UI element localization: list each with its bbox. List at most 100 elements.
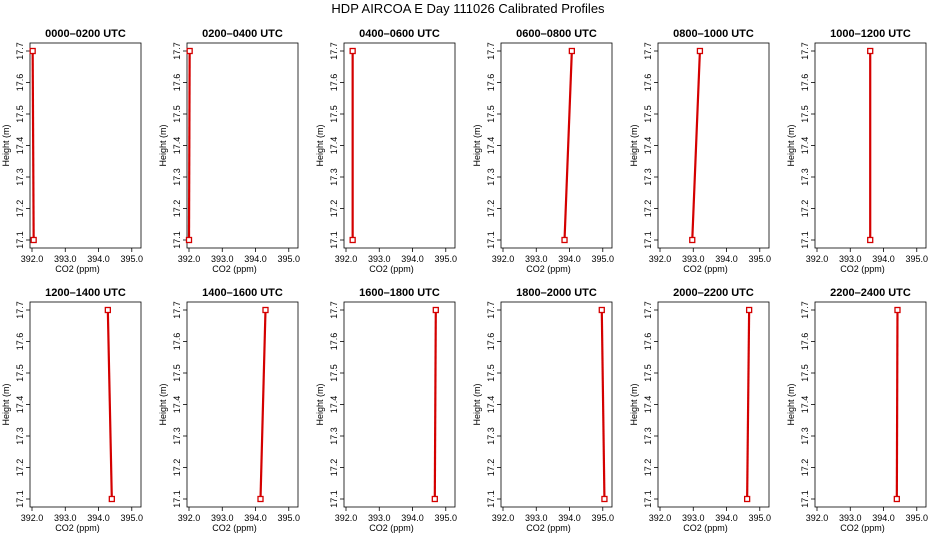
profile-line xyxy=(259,309,267,500)
x-tick-label: 392.0 xyxy=(649,254,672,264)
y-tick-label: 17.5 xyxy=(643,105,653,123)
x-tick-label: 393.0 xyxy=(525,513,548,523)
x-tick-label: 395.0 xyxy=(435,513,458,523)
y-tick-label: 17.6 xyxy=(329,74,339,92)
plot-frame xyxy=(29,301,142,508)
y-tick-label: 17.7 xyxy=(172,301,182,319)
x-tick-label: 392.0 xyxy=(335,254,358,264)
x-tick-label: 392.0 xyxy=(21,254,44,264)
x-tick-label: 393.0 xyxy=(682,513,705,523)
x-tick-label: 395.0 xyxy=(592,513,615,523)
y-tick-label: 17.1 xyxy=(329,490,339,508)
y-tick-label: 17.1 xyxy=(172,231,182,249)
panel-title: 0600–0800 UTC xyxy=(516,28,597,40)
x-tick-label: 395.0 xyxy=(121,254,144,264)
y-tick-label: 17.5 xyxy=(15,105,25,123)
y-tick-label: 17.5 xyxy=(800,105,810,123)
y-tick-label: 17.3 xyxy=(486,168,496,186)
y-tick-label: 17.2 xyxy=(643,200,653,218)
y-axis-label: Height (m) xyxy=(629,124,639,166)
plot-frame xyxy=(186,42,299,249)
x-tick-label: 393.0 xyxy=(54,254,77,264)
x-tick-label: 393.0 xyxy=(54,513,77,523)
data-point xyxy=(349,47,356,55)
x-tick-label: 395.0 xyxy=(435,254,458,264)
x-axis-label: CO2 (ppm) xyxy=(369,264,414,274)
plot-frame xyxy=(814,301,927,508)
profile-line xyxy=(106,309,113,500)
y-tick-label: 17.1 xyxy=(643,231,653,249)
x-tick-label: 394.0 xyxy=(715,254,738,264)
y-tick-label: 17.6 xyxy=(172,74,182,92)
panel-title: 1800–2000 UTC xyxy=(516,287,597,299)
data-point xyxy=(29,47,36,55)
panel-title: 1000–1200 UTC xyxy=(830,28,911,40)
x-tick-label: 394.0 xyxy=(401,513,424,523)
y-tick-label: 17.5 xyxy=(643,364,653,382)
panel-title: 2000–2200 UTC xyxy=(673,287,754,299)
data-point xyxy=(186,47,193,55)
y-tick-label: 17.7 xyxy=(486,301,496,319)
x-tick-label: 394.0 xyxy=(244,513,267,523)
y-tick-label: 17.5 xyxy=(800,364,810,382)
profile-line xyxy=(31,50,35,241)
x-tick-label: 392.0 xyxy=(649,513,672,523)
profile-line xyxy=(563,50,573,241)
y-tick-label: 17.4 xyxy=(172,137,182,155)
y-tick-label: 17.7 xyxy=(800,301,810,319)
y-tick-label: 17.4 xyxy=(329,396,339,414)
x-axis-label: CO2 (ppm) xyxy=(212,264,257,274)
y-tick-label: 17.2 xyxy=(800,200,810,218)
y-tick-label: 17.6 xyxy=(15,333,25,351)
x-tick-label: 395.0 xyxy=(749,254,772,264)
x-tick-label: 393.0 xyxy=(839,254,862,264)
x-tick-label: 395.0 xyxy=(906,254,929,264)
y-axis-label: Height (m) xyxy=(315,383,325,425)
x-tick-label: 393.0 xyxy=(682,254,705,264)
y-axis-label: Height (m) xyxy=(786,383,796,425)
y-tick-label: 17.3 xyxy=(643,168,653,186)
plot-frame xyxy=(29,42,142,249)
data-point xyxy=(432,306,439,314)
y-tick-label: 17.3 xyxy=(172,427,182,445)
x-tick-label: 395.0 xyxy=(592,254,615,264)
data-point xyxy=(108,495,115,503)
x-axis-label: CO2 (ppm) xyxy=(369,523,414,533)
data-point xyxy=(568,47,575,55)
y-tick-label: 17.1 xyxy=(486,490,496,508)
data-point xyxy=(349,236,356,244)
data-point xyxy=(185,236,193,244)
x-tick-label: 393.0 xyxy=(368,513,391,523)
plot-frame xyxy=(343,301,456,508)
y-tick-label: 17.6 xyxy=(329,333,339,351)
y-tick-label: 17.3 xyxy=(15,168,25,186)
y-tick-label: 17.2 xyxy=(15,459,25,477)
y-tick-label: 17.4 xyxy=(329,137,339,155)
panel-title: 0000–0200 UTC xyxy=(45,28,126,40)
y-tick-label: 17.6 xyxy=(643,333,653,351)
x-axis-label: CO2 (ppm) xyxy=(840,523,885,533)
data-point xyxy=(743,495,751,503)
y-tick-label: 17.4 xyxy=(643,137,653,155)
y-tick-label: 17.4 xyxy=(486,137,496,155)
y-tick-label: 17.6 xyxy=(15,74,25,92)
x-tick-label: 395.0 xyxy=(278,513,301,523)
y-axis-label: Height (m) xyxy=(1,383,11,425)
x-tick-label: 392.0 xyxy=(21,513,44,523)
panel-title: 1400–1600 UTC xyxy=(202,287,283,299)
y-tick-label: 17.1 xyxy=(15,231,25,249)
figure-title: HDP AIRCOA E Day 111026 Calibrated Profi… xyxy=(331,1,605,16)
x-axis-label: CO2 (ppm) xyxy=(526,523,571,533)
y-tick-label: 17.3 xyxy=(800,427,810,445)
x-axis-label: CO2 (ppm) xyxy=(212,523,257,533)
y-axis-label: Height (m) xyxy=(472,383,482,425)
x-tick-label: 392.0 xyxy=(806,254,829,264)
x-tick-label: 393.0 xyxy=(211,254,234,264)
panel-title: 1200–1400 UTC xyxy=(45,287,126,299)
y-axis-label: Height (m) xyxy=(1,124,11,166)
y-tick-label: 17.5 xyxy=(15,364,25,382)
profile-line xyxy=(187,50,191,241)
panel-title: 0400–0600 UTC xyxy=(359,28,440,40)
y-tick-label: 17.2 xyxy=(15,200,25,218)
